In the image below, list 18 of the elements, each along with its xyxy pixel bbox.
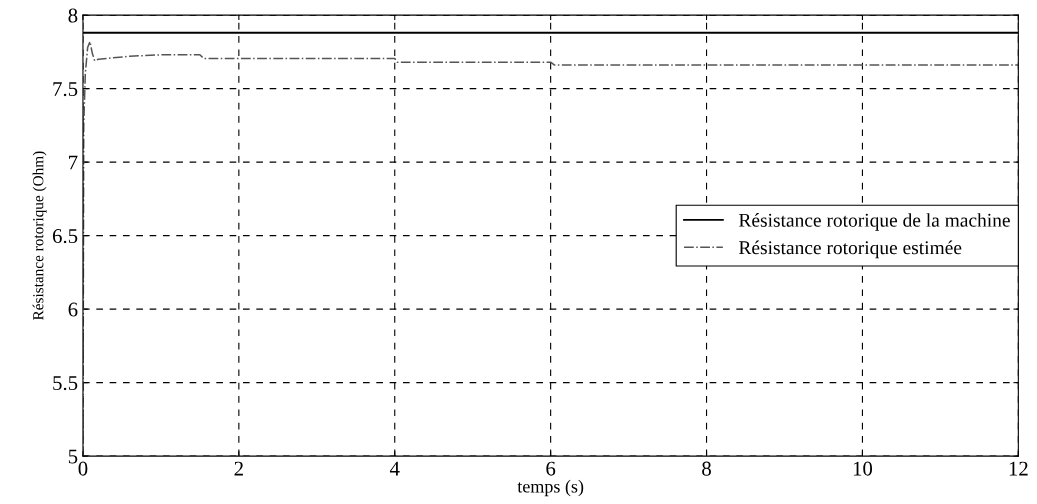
- y-tick-label: 7: [69, 155, 78, 170]
- x-tick-label: 8: [702, 461, 711, 476]
- y-axis-title: Résistance rotorique (Ohm): [32, 151, 47, 321]
- x-tick-label: 2: [234, 461, 243, 476]
- x-tick-label: 4: [389, 461, 400, 476]
- y-tick-label: 6: [68, 302, 78, 317]
- legend-label: Résistance rotorique de la machine: [738, 213, 1010, 231]
- legend-label: Résistance rotorique estimée: [738, 240, 962, 259]
- x-tick-label: 0: [78, 461, 88, 476]
- x-tick-label: 12: [1009, 461, 1028, 476]
- x-tick-label: 10: [853, 461, 873, 476]
- y-tick-label: 5: [68, 449, 78, 464]
- y-tick-label: 7.5: [53, 82, 78, 97]
- y-tick-label: 6.5: [52, 229, 78, 244]
- x-axis-title: temps (s): [517, 479, 584, 497]
- y-tick-label: 8: [68, 8, 78, 23]
- x-tick-label: 6: [546, 461, 556, 476]
- y-tick-label: 5.5: [53, 376, 78, 391]
